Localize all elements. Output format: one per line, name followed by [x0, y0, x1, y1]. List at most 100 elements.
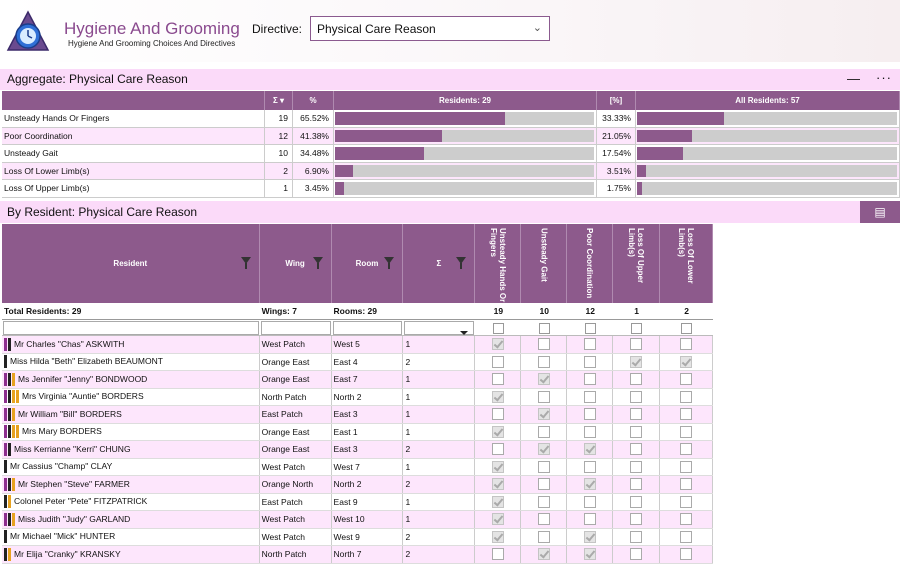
row-checkbox[interactable]	[630, 513, 643, 526]
row-checkbox[interactable]	[680, 390, 693, 403]
grid-view-button[interactable]: ▤	[860, 201, 900, 223]
table-row[interactable]: Mr William "Bill" BORDERS East Patch Eas…	[2, 406, 714, 424]
row-checkbox[interactable]	[583, 408, 596, 421]
row-checkbox[interactable]	[537, 338, 550, 351]
table-row[interactable]: Mr Cassius "Champ" CLAY West Patch West …	[2, 458, 714, 476]
room-filter-input[interactable]	[332, 321, 403, 335]
row-checkbox[interactable]	[491, 513, 504, 526]
row-checkbox[interactable]	[537, 548, 550, 561]
header-resident[interactable]: Resident	[2, 224, 260, 303]
row-checkbox[interactable]	[583, 355, 596, 368]
row-checkbox[interactable]	[583, 513, 596, 526]
filter-checkbox-c1[interactable]	[476, 321, 520, 335]
sigma-filter-select[interactable]	[404, 321, 475, 335]
filter-icon[interactable]	[240, 257, 251, 269]
row-checkbox[interactable]	[537, 495, 550, 508]
row-checkbox[interactable]	[537, 513, 550, 526]
aggregate-row[interactable]: Unsteady Gait 10 34.48% 17.54%	[2, 145, 900, 163]
row-checkbox[interactable]	[630, 355, 643, 368]
table-row[interactable]: Mr Michael "Mick" HUNTER West Patch West…	[2, 528, 714, 546]
table-row[interactable]: Mrs Mary BORDERS Orange East East 1 1	[2, 423, 714, 441]
row-checkbox[interactable]	[583, 460, 596, 473]
row-checkbox[interactable]	[491, 495, 504, 508]
row-checkbox[interactable]	[680, 460, 693, 473]
header-wing[interactable]: Wing	[260, 224, 332, 303]
filter-checkbox-c4[interactable]	[614, 321, 659, 335]
row-checkbox[interactable]	[583, 548, 596, 561]
row-checkbox[interactable]	[630, 530, 643, 543]
aggregate-row[interactable]: Poor Coordination 12 41.38% 21.05%	[2, 127, 900, 145]
header-loss-upper-limb[interactable]: Loss Of Upper Limb(s)	[613, 224, 661, 303]
row-checkbox[interactable]	[630, 338, 643, 351]
filter-checkbox-c2[interactable]	[522, 321, 566, 335]
row-checkbox[interactable]	[537, 460, 550, 473]
row-checkbox[interactable]	[680, 548, 693, 561]
row-checkbox[interactable]	[583, 425, 596, 438]
row-checkbox[interactable]	[630, 425, 643, 438]
row-checkbox[interactable]	[583, 390, 596, 403]
row-checkbox[interactable]	[583, 530, 596, 543]
filter-icon[interactable]	[312, 257, 323, 269]
row-checkbox[interactable]	[680, 373, 693, 386]
row-checkbox[interactable]	[630, 390, 643, 403]
row-checkbox[interactable]	[537, 373, 550, 386]
row-checkbox[interactable]	[680, 495, 693, 508]
aggregate-row[interactable]: Unsteady Hands Or Fingers 19 65.52% 33.3…	[2, 110, 900, 128]
row-checkbox[interactable]	[630, 460, 643, 473]
table-row[interactable]: Colonel Peter "Pete" FITZPATRICK East Pa…	[2, 493, 714, 511]
row-checkbox[interactable]	[630, 373, 643, 386]
row-checkbox[interactable]	[491, 373, 504, 386]
row-checkbox[interactable]	[537, 425, 550, 438]
table-row[interactable]: Miss Judith "Judy" GARLAND West Patch We…	[2, 511, 714, 529]
header-room[interactable]: Room	[332, 224, 404, 303]
minimize-button[interactable]: —	[847, 71, 860, 86]
aggregate-row[interactable]: Loss Of Upper Limb(s) 1 3.45% 1.75%	[2, 180, 900, 198]
table-row[interactable]: Miss Hilda "Beth" Elizabeth BEAUMONT Ora…	[2, 353, 714, 371]
aggregate-header-pct[interactable]: %	[293, 91, 334, 110]
table-row[interactable]: Miss Kerrianne "Kerri" CHUNG Orange East…	[2, 441, 714, 459]
table-row[interactable]: Ms Jennifer "Jenny" BONDWOOD Orange East…	[2, 371, 714, 389]
row-checkbox[interactable]	[537, 478, 550, 491]
header-sigma[interactable]: Σ	[403, 224, 476, 303]
row-checkbox[interactable]	[491, 355, 504, 368]
row-checkbox[interactable]	[491, 530, 504, 543]
filter-icon[interactable]	[456, 257, 467, 269]
header-loss-lower-limb[interactable]: Loss Of Lower Limb(s)	[660, 224, 714, 303]
row-checkbox[interactable]	[583, 443, 596, 456]
resident-filter-input[interactable]	[3, 321, 259, 335]
filter-checkbox-c3[interactable]	[568, 321, 612, 335]
filter-checkbox-c5[interactable]	[661, 321, 712, 335]
more-options-button[interactable]: ···	[876, 70, 892, 85]
row-checkbox[interactable]	[680, 478, 693, 491]
aggregate-header-residents[interactable]: Residents: 29	[334, 91, 597, 110]
table-row[interactable]: Mr Charles "Chas" ASKWITH West Patch Wes…	[2, 336, 714, 354]
row-checkbox[interactable]	[680, 408, 693, 421]
row-checkbox[interactable]	[537, 443, 550, 456]
row-checkbox[interactable]	[630, 443, 643, 456]
row-checkbox[interactable]	[583, 373, 596, 386]
row-checkbox[interactable]	[491, 425, 504, 438]
row-checkbox[interactable]	[537, 390, 550, 403]
row-checkbox[interactable]	[491, 460, 504, 473]
row-checkbox[interactable]	[537, 355, 550, 368]
row-checkbox[interactable]	[537, 408, 550, 421]
header-poor-coordination[interactable]: Poor Coordination	[567, 224, 614, 303]
row-checkbox[interactable]	[680, 443, 693, 456]
row-checkbox[interactable]	[537, 530, 550, 543]
row-checkbox[interactable]	[491, 478, 504, 491]
table-row[interactable]: Mr Elija "Cranky" KRANSKY North Patch No…	[2, 546, 714, 564]
row-checkbox[interactable]	[680, 530, 693, 543]
filter-icon[interactable]	[384, 257, 395, 269]
aggregate-header-all-residents[interactable]: All Residents: 57	[636, 91, 900, 110]
row-checkbox[interactable]	[630, 548, 643, 561]
aggregate-row[interactable]: Loss Of Lower Limb(s) 2 6.90% 3.51%	[2, 162, 900, 180]
row-checkbox[interactable]	[583, 495, 596, 508]
row-checkbox[interactable]	[630, 495, 643, 508]
wing-filter-input[interactable]	[260, 321, 331, 335]
row-checkbox[interactable]	[491, 548, 504, 561]
row-checkbox[interactable]	[583, 478, 596, 491]
aggregate-header-sigma[interactable]: Σ ▾	[265, 91, 293, 110]
directive-select[interactable]: Physical Care Reason ⌄	[310, 16, 550, 41]
row-checkbox[interactable]	[680, 513, 693, 526]
row-checkbox[interactable]	[630, 408, 643, 421]
